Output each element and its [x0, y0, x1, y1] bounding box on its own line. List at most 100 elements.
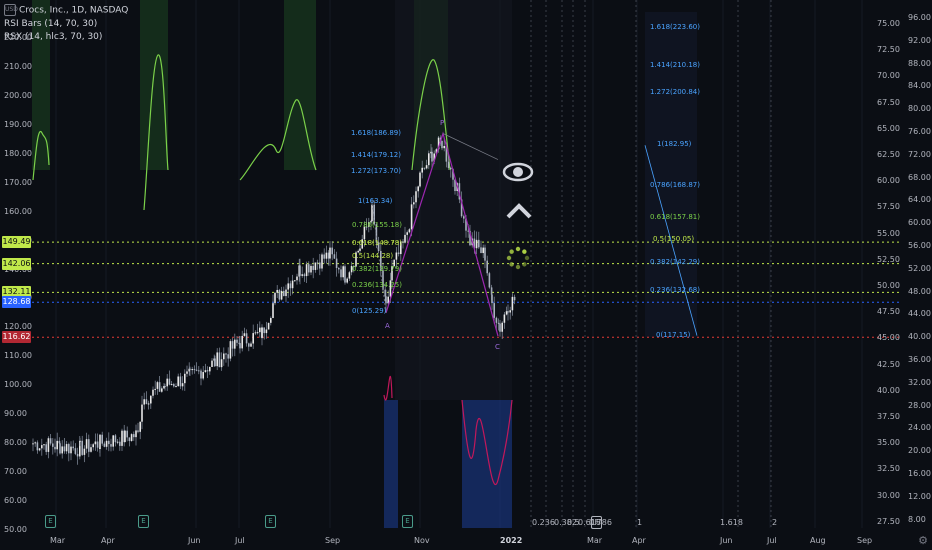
right-axis-2-tick: 12.00 [908, 491, 931, 501]
price-tag: 149.49 [2, 236, 31, 249]
right-axis-1-tick: 37.50 [877, 412, 900, 421]
earnings-badge[interactable]: E [265, 515, 276, 528]
loading-dot [515, 246, 521, 252]
right-axis-1-tick: 45.00 [877, 333, 900, 343]
right-axis-1-tick: 75.00 [877, 19, 900, 28]
right-axis-2-tick: 24.00 [908, 423, 931, 433]
fib-left-level: 1(163.34) [358, 196, 393, 205]
fib-time-label: 0.786 [589, 518, 612, 527]
earnings-badge[interactable]: E [402, 515, 413, 528]
right-axis-2-tick: 16.00 [908, 469, 931, 478]
fib-time-label: 0.5 [567, 518, 580, 527]
y-axis-tick: 200.00 [4, 90, 32, 100]
loading-dot [522, 262, 527, 267]
right-axis-1-tick: 50.00 [877, 281, 900, 290]
y-axis-tick: 170.00 [4, 177, 32, 187]
right-axis-2-tick: 20.00 [908, 446, 931, 456]
chevron-up-icon[interactable] [505, 201, 533, 221]
y-axis-tick: 70.00 [4, 467, 27, 477]
y-axis-tick: 50.00 [4, 525, 27, 534]
fib-right-level: 0.5(150.05) [653, 235, 695, 244]
right-axis-2-tick: 48.00 [908, 286, 931, 296]
price-tag: 142.06 [2, 257, 31, 270]
x-axis-label: Mar [50, 536, 66, 545]
right-axis-2-tick: 44.00 [908, 309, 931, 319]
fib-right-level: 0.382(142.29) [650, 257, 700, 266]
right-axis-2-tick: 60.00 [908, 218, 931, 228]
wave-label: C [495, 343, 500, 351]
right-axis-2-tick: 40.00 [908, 332, 931, 342]
wave-label: A [385, 322, 390, 330]
x-axis-label: Sep [325, 536, 341, 545]
eye-icon[interactable] [502, 160, 534, 184]
wave-label: P [440, 119, 445, 127]
right-axis-1-tick: 47.50 [877, 307, 900, 317]
rsx-zone [462, 400, 512, 528]
x-axis-label: Jun [188, 536, 201, 545]
x-axis-label: 2022 [500, 536, 523, 545]
fib-right-level: 0.236(132.68) [650, 285, 700, 294]
y-axis-tick: 60.00 [4, 496, 27, 506]
fib-right-level: 1(182.95) [657, 140, 692, 149]
rsx-zone [384, 400, 398, 528]
symbol-title: Crocs, Inc., 1D, NASDAQ [19, 5, 129, 16]
loading-icon [505, 245, 531, 271]
chart-legend: USDCrocs, Inc., 1D, NASDAQ RSI Bars (14,… [4, 4, 128, 44]
right-axis-1-tick: 72.50 [877, 45, 900, 55]
fib-right-level: 1.414(210.18) [650, 61, 700, 70]
fib-time-label: 0.236 [532, 518, 555, 527]
wave-lines [371, 131, 698, 337]
loading-dot [522, 249, 527, 254]
fib-right-level: 1.272(200.84) [650, 88, 700, 97]
indicator-rsi-bars[interactable]: RSI Bars (14, 70, 30) [4, 18, 98, 29]
fib-left-level: 0.236(134.25) [352, 281, 402, 290]
loading-dot [509, 249, 514, 254]
right-axis-1-tick: 67.50 [877, 97, 900, 107]
right-axis-2-tick: 68.00 [908, 172, 931, 182]
projection-zone [395, 0, 512, 400]
right-axis-1-tick: 55.00 [877, 228, 900, 238]
rsx-low [461, 399, 513, 485]
earnings-badge[interactable]: E [138, 515, 149, 528]
currency-icon[interactable]: USD [4, 4, 18, 16]
right-axis-2-tick: 84.00 [908, 81, 931, 91]
fib-time-label: 0.618 [578, 518, 601, 527]
right-axis-2-tick: 96.00 [908, 13, 931, 22]
y-axis-tick: 120.00 [4, 322, 32, 332]
fib-left-level: 0.618(148.78) [352, 239, 402, 248]
loading-dot [506, 255, 512, 261]
right-axis-1-tick: 27.50 [877, 516, 900, 526]
right-axis-1-tick: 70.00 [877, 71, 900, 81]
y-axis-tick: 160.00 [4, 206, 32, 216]
y-axis-tick: 90.00 [4, 409, 27, 419]
x-axis-label: Jul [235, 536, 245, 545]
y-axis-tick: 80.00 [4, 438, 27, 448]
fib-right-level: 0.618(157.81) [650, 212, 700, 221]
y-axis-tick: 110.00 [4, 351, 32, 361]
price-tag: 128.68 [2, 296, 31, 309]
right-axis-2-tick: 88.00 [908, 58, 931, 68]
right-axis-1-tick: 60.00 [877, 176, 900, 186]
x-axis-label: Jun [720, 536, 733, 545]
right-axis-2-tick: 8.00 [908, 514, 926, 524]
right-axis-2-tick: 36.00 [908, 355, 931, 364]
indicator-rsx[interactable]: RSX (14, hlc3, 70, 30) [4, 31, 103, 42]
fib-left-level: 1.618(186.89) [351, 128, 401, 137]
earnings-badge[interactable]: E [45, 515, 56, 528]
right-axis-2-tick: 76.00 [908, 127, 931, 136]
y-axis-tick: 190.00 [4, 119, 32, 129]
gear-icon[interactable]: ⚙ [918, 534, 928, 547]
right-axis-1-tick: 32.50 [877, 464, 900, 474]
right-axis-2-tick: 52.00 [908, 263, 931, 273]
right-axis-2-tick: 72.00 [908, 149, 931, 159]
fib-time-label: 0.382 [554, 518, 577, 527]
fib-left-level: 0.786(155.18) [352, 220, 402, 229]
right-axis-1-tick: 42.50 [877, 359, 900, 369]
x-axis-label: Aug [810, 536, 826, 545]
fib-right-level: 0.786(168.87) [650, 180, 700, 189]
fib-time-label: 1 [637, 518, 643, 527]
fib-left-level: 0.382(139.79) [352, 265, 402, 274]
right-axis-1-tick: 40.00 [877, 385, 900, 395]
